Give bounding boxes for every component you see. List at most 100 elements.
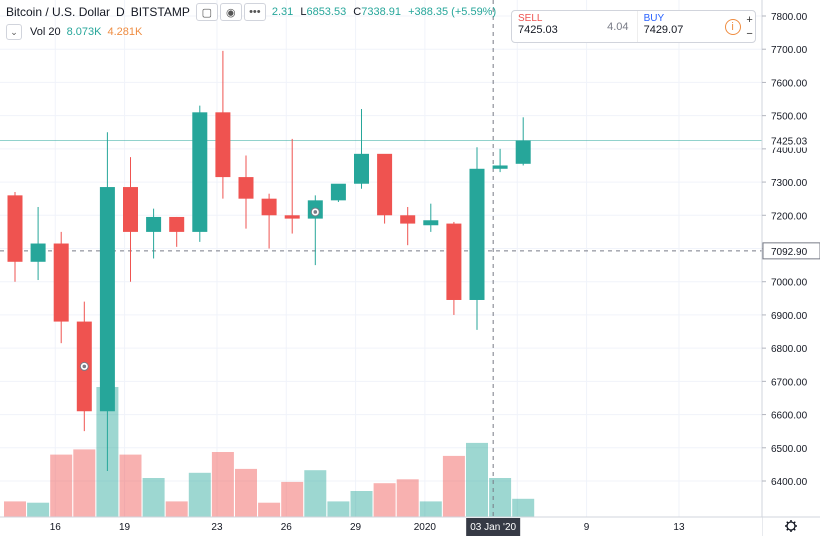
volume-bar bbox=[188, 472, 211, 517]
candle-body bbox=[492, 165, 508, 169]
price-axis-bg bbox=[762, 0, 820, 536]
candle bbox=[330, 183, 346, 202]
symbol-name[interactable]: Bitcoin / U.S. Dollar bbox=[6, 5, 111, 19]
volume-bar bbox=[165, 501, 188, 517]
event-marker-dot bbox=[82, 364, 87, 369]
volume-bar bbox=[142, 478, 165, 517]
candle bbox=[492, 148, 508, 173]
close-label: C bbox=[353, 6, 362, 18]
volume-bar bbox=[27, 502, 50, 517]
candle-body bbox=[123, 187, 138, 232]
chevron-down-icon[interactable]: ⌄ bbox=[6, 24, 22, 40]
info-button[interactable]: i bbox=[721, 11, 744, 42]
square-icon[interactable]: ▢ bbox=[195, 3, 218, 21]
volume-bar bbox=[512, 498, 535, 517]
buy-price: 7429.07 bbox=[643, 24, 684, 36]
symbol-legend: Bitcoin / U.S. Dollar D BITSTAMP ▢ ◉ •••… bbox=[6, 3, 500, 21]
volume-bar bbox=[50, 454, 73, 517]
volume-bar bbox=[327, 501, 350, 517]
volume-bar bbox=[281, 481, 304, 517]
event-marker-dot bbox=[313, 210, 318, 214]
price-tick-label: 7000.00 bbox=[771, 278, 808, 289]
candle-body bbox=[30, 243, 46, 262]
close-value: 7338.91 bbox=[361, 6, 401, 18]
gear-icon-tooth bbox=[793, 528, 796, 531]
sell-label: SELL bbox=[518, 13, 543, 24]
price-tick-label: 6900.00 bbox=[771, 311, 808, 322]
price-tick-label: 6700.00 bbox=[771, 377, 808, 388]
change-value: +388.35 (+5.59%) bbox=[408, 6, 497, 18]
sell-button[interactable]: SELL 7425.03 bbox=[512, 11, 599, 42]
candle-body bbox=[469, 168, 485, 300]
ohlc-values: 2.31 L6853.53 C7338.91 +388.35 (+5.59%) bbox=[272, 6, 500, 18]
spread-value: 4.04 bbox=[607, 20, 629, 33]
candle-body bbox=[446, 223, 462, 300]
gear-icon-tooth bbox=[793, 521, 796, 524]
candle-body bbox=[354, 153, 369, 184]
time-tick-label: 13 bbox=[673, 522, 685, 533]
price-tick-label: 7300.00 bbox=[771, 178, 808, 189]
crosshair-price-label: 7092.90 bbox=[771, 247, 808, 258]
gear-icon-tooth bbox=[786, 521, 789, 524]
time-tick-label: 19 bbox=[119, 522, 131, 533]
volume-bar bbox=[419, 501, 442, 517]
crosshair-date-label: 03 Jan '20 bbox=[470, 522, 516, 533]
candle bbox=[238, 155, 254, 229]
crosshair-price-bg bbox=[762, 242, 820, 260]
candle-body bbox=[423, 220, 439, 226]
time-tick-label: 26 bbox=[281, 522, 293, 533]
volume-label[interactable]: Vol 20 bbox=[30, 26, 61, 38]
candle bbox=[261, 193, 277, 249]
candle-body bbox=[238, 177, 254, 199]
time-tick-label: 29 bbox=[350, 522, 362, 533]
candle bbox=[30, 206, 46, 281]
price-tick-label: 6800.00 bbox=[771, 344, 808, 355]
volume-bar bbox=[373, 483, 396, 517]
exchange[interactable]: BITSTAMP bbox=[130, 5, 190, 19]
candle-body bbox=[515, 140, 531, 164]
candle bbox=[215, 50, 231, 199]
candle bbox=[284, 138, 300, 234]
time-tick-label: 16 bbox=[50, 522, 62, 533]
volume-bar bbox=[466, 442, 488, 517]
volume-bar bbox=[211, 452, 234, 517]
candle bbox=[192, 105, 208, 242]
price-tick-label: 7700.00 bbox=[771, 45, 808, 56]
info-icon: i bbox=[724, 18, 741, 35]
volume-bar bbox=[119, 454, 142, 517]
buy-label: BUY bbox=[643, 13, 665, 24]
price-tick-label: 7800.00 bbox=[771, 12, 808, 23]
time-tick-label: 2020 bbox=[414, 522, 437, 533]
candle bbox=[515, 117, 531, 166]
price-tick-label: 6600.00 bbox=[771, 411, 808, 422]
gear-icon[interactable] bbox=[785, 520, 797, 532]
candle bbox=[53, 231, 69, 344]
price-tick-label: 7500.00 bbox=[771, 112, 808, 123]
more-icon[interactable]: ••• bbox=[243, 3, 266, 21]
quantity-stepper[interactable]: + − bbox=[744, 11, 755, 42]
price-tick-label: 7200.00 bbox=[771, 211, 808, 222]
volume-bar bbox=[350, 491, 373, 517]
time-axis-bg bbox=[0, 517, 762, 536]
candle bbox=[7, 192, 23, 282]
candle-body bbox=[169, 216, 185, 232]
candle bbox=[99, 132, 115, 472]
plus-icon[interactable]: + bbox=[746, 13, 753, 26]
sell-price: 7425.03 bbox=[518, 24, 558, 36]
volume-bar bbox=[235, 468, 257, 517]
candle bbox=[469, 147, 485, 330]
candle-body bbox=[192, 112, 208, 232]
candle-body bbox=[7, 195, 23, 262]
minus-icon[interactable]: − bbox=[746, 27, 753, 40]
interval[interactable]: D bbox=[116, 5, 125, 19]
crosshair-date-bg bbox=[466, 518, 521, 536]
candle-body bbox=[146, 216, 162, 232]
eye-icon[interactable]: ◉ bbox=[219, 3, 242, 21]
buy-button[interactable]: BUY 7429.07 bbox=[636, 11, 721, 42]
volume-bar bbox=[396, 479, 419, 517]
volume-bar bbox=[489, 478, 512, 517]
volume-ma-value: 4.281K bbox=[107, 26, 143, 38]
candle-body bbox=[400, 215, 416, 224]
time-tick-label: 9 bbox=[584, 522, 590, 533]
